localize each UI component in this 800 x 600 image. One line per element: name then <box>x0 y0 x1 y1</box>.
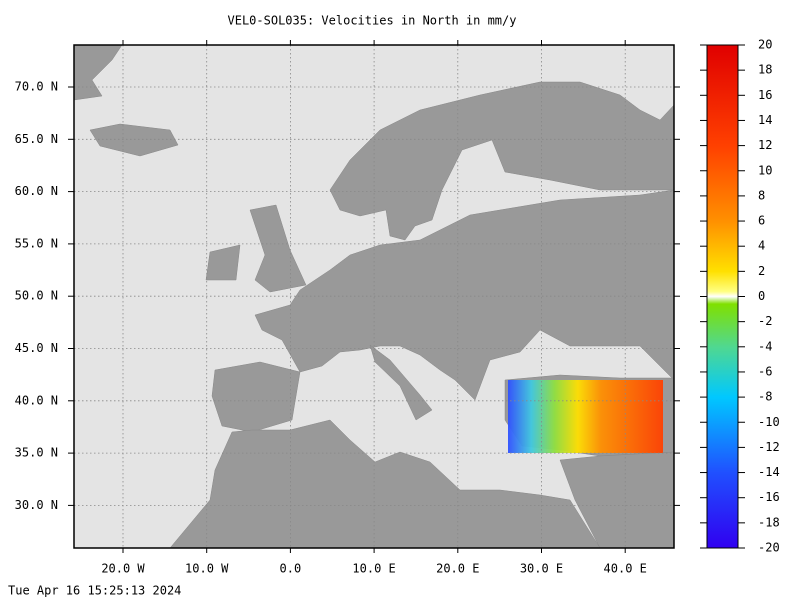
lat-label: 50.0 N <box>15 289 58 303</box>
colorbar-label: 20 <box>758 38 772 52</box>
ireland <box>205 244 241 281</box>
colorbar-label: 18 <box>758 63 772 77</box>
colorbar-label: 12 <box>758 138 772 152</box>
colorbar-label: -10 <box>758 415 780 429</box>
timestamp: Tue Apr 16 15:25:13 2024 <box>8 584 181 598</box>
velocity-field <box>508 380 663 453</box>
lat-label: 65.0 N <box>15 132 58 146</box>
colorbar-label: -2 <box>758 314 772 328</box>
scandinavia <box>329 81 674 241</box>
colorbar-label: 14 <box>758 113 772 127</box>
lat-label: 30.0 N <box>15 498 58 512</box>
lat-label: 35.0 N <box>15 446 58 460</box>
colorbar-label: 4 <box>758 239 765 253</box>
colorbar-label: -20 <box>758 541 780 555</box>
map-title: VEL0-SOL035: Velocities in North in mm/y <box>228 14 517 28</box>
colorbar-label: -16 <box>758 490 780 504</box>
colorbar <box>706 44 739 549</box>
colorbar-label: -18 <box>758 515 780 529</box>
colorbar-label: 10 <box>758 163 772 177</box>
lon-label: 20.0 W <box>101 562 145 576</box>
lon-label: 30.0 E <box>520 562 563 576</box>
middle-east <box>559 451 674 548</box>
graticule <box>74 45 674 548</box>
lon-label: 0.0 <box>280 562 302 576</box>
lat-label: 55.0 N <box>15 236 58 250</box>
britain <box>249 204 307 293</box>
colorbar-label: -6 <box>758 364 772 378</box>
lon-label: 20.0 E <box>436 562 479 576</box>
iceland <box>89 123 179 157</box>
greenland <box>74 45 123 101</box>
colorbar-label: -14 <box>758 465 780 479</box>
italy <box>369 344 433 421</box>
colorbar-label: 0 <box>758 289 765 303</box>
colorbar-label: 6 <box>758 214 765 228</box>
colorbar-label: -8 <box>758 390 772 404</box>
colorbar-label: -12 <box>758 440 780 454</box>
lon-label: 10.0 W <box>185 562 229 576</box>
lat-label: 70.0 N <box>15 80 58 94</box>
colorbar-label: 2 <box>758 264 765 278</box>
lat-label: 60.0 N <box>15 184 58 198</box>
colorbar-label: 8 <box>758 188 765 202</box>
map-area <box>74 45 674 548</box>
iberia <box>211 361 301 433</box>
lon-label: 10.0 E <box>352 562 395 576</box>
colorbar-label: -4 <box>758 339 772 353</box>
lat-label: 40.0 N <box>15 393 58 407</box>
africa <box>169 419 601 548</box>
lat-label: 45.0 N <box>15 341 58 355</box>
colorbar-label: 16 <box>758 88 772 102</box>
lon-label: 40.0 E <box>604 562 647 576</box>
